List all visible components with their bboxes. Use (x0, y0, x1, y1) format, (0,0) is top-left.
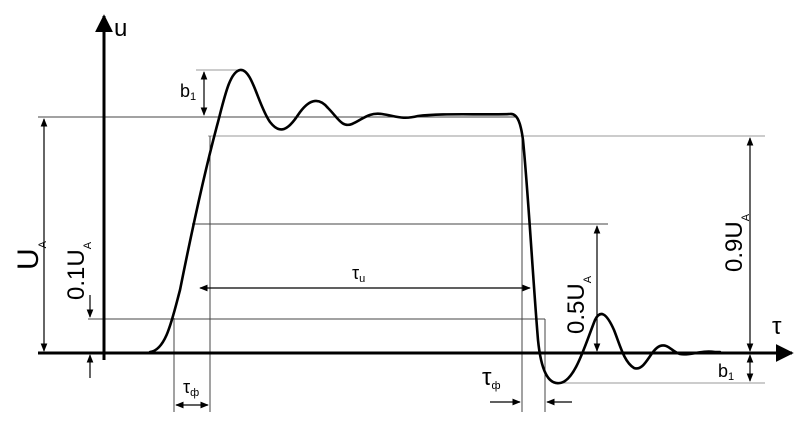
overshoot-top-label: b1 (180, 81, 196, 103)
fifty-percent-label: 0.5UA (563, 275, 594, 334)
ten-percent-label: 0.1UA (63, 241, 94, 300)
rise-time-label: τф (183, 377, 199, 399)
overshoot-bottom-label: b1 (718, 361, 734, 383)
pulse-width-label: τu (352, 263, 365, 285)
x-axis-label: τ (772, 313, 782, 340)
ninety-percent-label: 0.9UA (721, 213, 752, 272)
pulse-waveform (148, 68, 722, 385)
amplitude-label: UA (12, 240, 49, 270)
y-axis-label: u (114, 15, 127, 42)
fall-time-label: τф (482, 364, 501, 392)
